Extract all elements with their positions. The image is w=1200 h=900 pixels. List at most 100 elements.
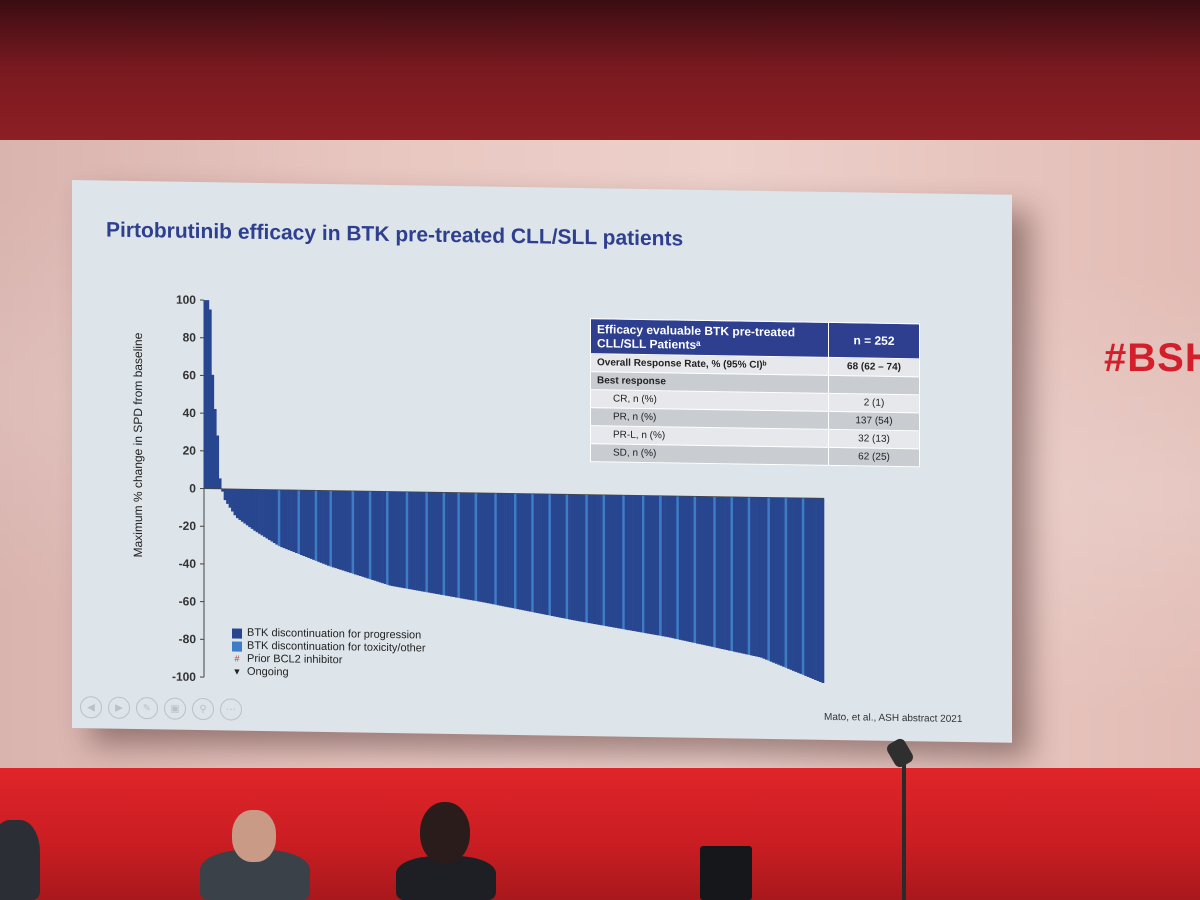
triangle-down-icon: ▼ (232, 666, 242, 677)
bar (386, 491, 389, 585)
bar (757, 497, 761, 658)
hash-marker-icon: # (234, 653, 240, 664)
bar (243, 489, 247, 524)
bar (403, 491, 407, 589)
table-header-value: n = 252 (828, 322, 920, 359)
bar (388, 491, 392, 586)
bar (327, 490, 330, 566)
bar (432, 492, 436, 594)
bar (632, 495, 635, 632)
bar (764, 497, 768, 660)
bar (457, 492, 461, 598)
bar (814, 498, 817, 681)
bar (491, 493, 495, 605)
efficacy-table: Efficacy evaluable BTK pre-treated CLL/S… (590, 318, 920, 467)
bar (526, 493, 530, 612)
bar (703, 496, 707, 646)
bar (602, 494, 606, 626)
bar (459, 492, 463, 599)
bar (253, 489, 256, 531)
bar (536, 493, 539, 614)
zoom-icon[interactable]: ⚲ (192, 697, 214, 721)
bar (363, 491, 367, 578)
bar (600, 494, 603, 626)
bar (415, 491, 419, 591)
bar (708, 496, 712, 647)
bar (317, 490, 320, 562)
bar (299, 490, 303, 556)
bar (725, 496, 729, 651)
bar (231, 488, 234, 512)
bar (378, 491, 382, 583)
bar (479, 492, 483, 602)
y-tick-label: -20 (179, 519, 197, 533)
bar (235, 489, 239, 519)
bar (359, 491, 362, 577)
bar (265, 489, 269, 539)
slides-icon[interactable]: ▣ (164, 697, 186, 720)
bar (794, 497, 798, 672)
y-tick-label: -100 (172, 670, 196, 684)
bar (482, 492, 485, 603)
bar (285, 489, 288, 550)
bar (349, 490, 352, 573)
bar (248, 489, 252, 528)
bar (641, 495, 645, 633)
bar (427, 492, 431, 593)
bar (696, 496, 699, 644)
bar (354, 490, 357, 575)
bar (408, 491, 411, 590)
bar (395, 491, 399, 587)
bar (462, 492, 466, 599)
more-icon[interactable]: ⋯ (220, 698, 242, 721)
bar (560, 494, 564, 618)
bar (693, 496, 697, 644)
bar (553, 494, 557, 617)
bar (715, 496, 719, 648)
bar (609, 494, 613, 628)
bar (398, 491, 402, 588)
bar (745, 497, 749, 655)
bar (206, 300, 210, 489)
prev-icon[interactable]: ◀ (80, 696, 102, 719)
bar (516, 493, 520, 610)
bar (777, 497, 781, 665)
bar (821, 498, 825, 684)
bar (767, 497, 771, 661)
pen-icon[interactable]: ✎ (136, 697, 158, 720)
bar (238, 489, 242, 520)
stage-podium (0, 768, 1200, 900)
presentation-slide: Pirtobrutinib efficacy in BTK pre-treate… (72, 180, 1012, 743)
bar (368, 491, 372, 580)
bar (381, 491, 384, 584)
bar (580, 494, 584, 622)
y-tick-label: 0 (189, 481, 196, 495)
bar (545, 493, 549, 616)
bar (322, 490, 325, 564)
bar (221, 488, 224, 492)
bar (614, 495, 618, 628)
bar (563, 494, 566, 619)
bar (592, 494, 596, 624)
next-icon[interactable]: ▶ (108, 696, 130, 719)
bar (762, 497, 766, 659)
bar (605, 494, 608, 627)
bar (263, 489, 266, 537)
bar (548, 493, 552, 616)
bar (555, 494, 559, 618)
bar (420, 491, 424, 592)
bar (240, 489, 244, 522)
bar (245, 489, 249, 526)
y-tick-label: 100 (176, 293, 196, 307)
bar (673, 495, 677, 639)
bar (304, 490, 308, 557)
bar (277, 489, 281, 547)
bar (528, 493, 532, 612)
panelist-man-head (232, 810, 276, 862)
panelist-left-edge (0, 820, 40, 900)
bar (796, 497, 800, 673)
bar (705, 496, 709, 646)
bar (732, 496, 736, 652)
bar (651, 495, 655, 635)
bar (302, 490, 306, 556)
